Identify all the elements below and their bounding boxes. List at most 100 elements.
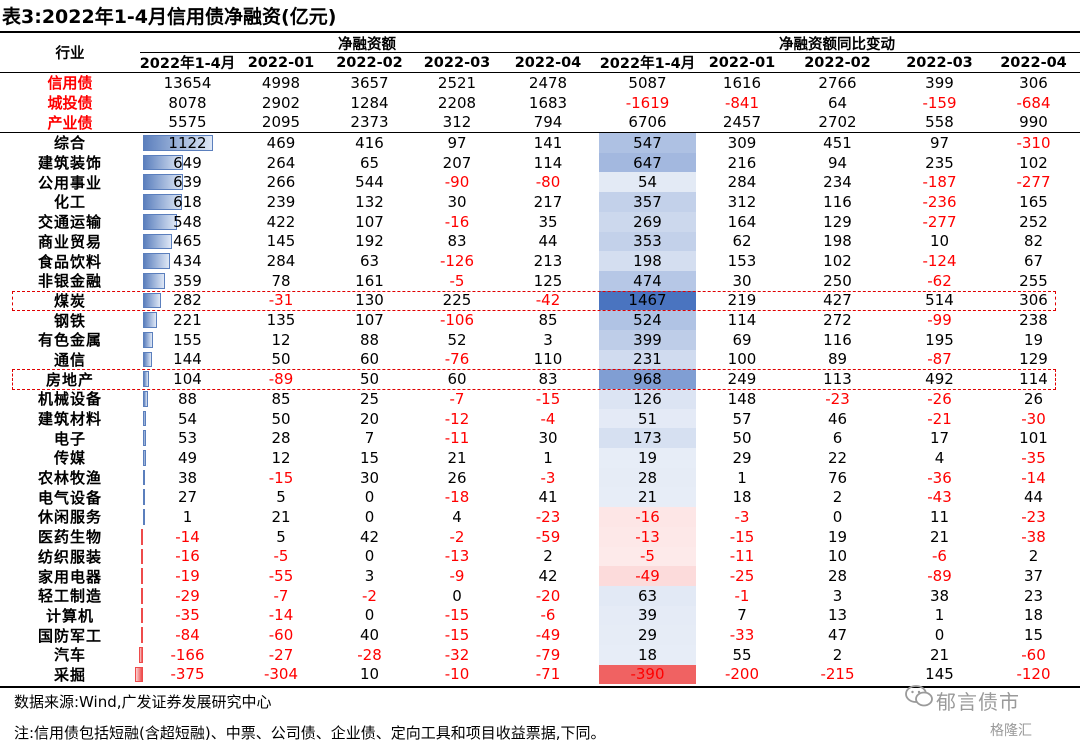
- value-cell: 15: [327, 448, 412, 468]
- value-text: 1: [737, 468, 747, 487]
- row-label: 食品饮料: [37, 252, 102, 271]
- value-text: 101: [1019, 429, 1048, 448]
- value-text: 15: [1023, 626, 1044, 645]
- value-cell: -42: [502, 291, 594, 311]
- value-cell: 104: [140, 369, 235, 389]
- value-text: 85: [538, 311, 558, 330]
- value-cell: -31: [235, 291, 327, 311]
- title-rule: [0, 31, 1080, 33]
- row-label: 纺织服装: [37, 547, 102, 566]
- value-cell: 148: [701, 389, 783, 409]
- value-cell: 306: [987, 291, 1080, 311]
- value-cell: 19: [987, 330, 1080, 350]
- value-text: 144: [173, 350, 202, 369]
- summary-row: 信用债 13654 4998 3657 2521 2478 5087 1616 2766 399 3…: [0, 73, 1080, 93]
- value-cell: 57: [701, 409, 783, 429]
- value-cell: -16: [594, 507, 701, 527]
- heat-fill: [599, 251, 696, 271]
- value-text: 54: [637, 173, 658, 192]
- value-cell: 1616: [701, 73, 783, 93]
- value-cell: 544: [327, 172, 412, 192]
- value-cell: 29: [594, 625, 701, 645]
- value-cell: 94: [783, 153, 892, 173]
- value-text: -28: [357, 645, 382, 664]
- value-text: 231: [633, 350, 662, 369]
- value-cell: -33: [701, 625, 783, 645]
- value-text: 264: [266, 153, 296, 172]
- data-bar: [143, 312, 157, 328]
- value-cell: -124: [892, 251, 987, 271]
- value-text: 269: [633, 212, 662, 231]
- value-text: 97: [447, 133, 467, 152]
- value-text: 7: [737, 606, 747, 625]
- value-cell: 67: [987, 251, 1080, 271]
- value-cell: -20: [502, 586, 594, 606]
- value-cell: 8078: [140, 93, 235, 113]
- value-text: -55: [268, 567, 294, 586]
- source-note: 数据来源:Wind,广发证券发展研究中心: [14, 693, 272, 711]
- value-cell: 44: [987, 487, 1080, 507]
- value-cell: -310: [987, 133, 1080, 153]
- value-text: 0: [364, 547, 375, 566]
- value-cell: -89: [235, 369, 327, 389]
- value-cell: -26: [892, 389, 987, 409]
- value-text: 2: [1028, 547, 1039, 566]
- value-text: 88: [359, 330, 380, 349]
- value-cell: 130: [327, 291, 412, 311]
- data-bar: [143, 489, 145, 506]
- value-cell: -23: [783, 389, 892, 409]
- industry-row: 家用电器 -19 -55 3 -9 42 -49 -25 28 -89 37: [0, 566, 1080, 586]
- value-text: 249: [727, 370, 757, 389]
- value-cell: -16: [412, 212, 502, 232]
- value-text: 102: [823, 252, 852, 271]
- value-text: 129: [823, 212, 852, 231]
- value-text: -87: [927, 350, 952, 369]
- value-cell: 269: [594, 211, 701, 232]
- value-cell: -1619: [594, 93, 701, 113]
- watermark: 郁言债市 格隆汇: [902, 678, 1074, 744]
- value-cell: -14: [987, 468, 1080, 488]
- data-bar: [143, 135, 213, 151]
- value-cell: 5: [235, 487, 327, 507]
- value-text: 46: [827, 409, 848, 428]
- value-cell: 794: [502, 112, 594, 132]
- value-text: 21: [929, 527, 950, 546]
- value-cell: 60: [412, 369, 502, 389]
- value-text: 116: [823, 192, 852, 211]
- value-cell: 89: [783, 350, 892, 370]
- value-text: -304: [263, 665, 299, 684]
- value-cell: -15: [412, 606, 502, 626]
- value-cell: 135: [235, 310, 327, 330]
- value-text: 6: [832, 429, 843, 448]
- value-text: 38: [929, 586, 950, 605]
- value-text: -26: [927, 389, 952, 408]
- value-cell: 282: [140, 291, 235, 311]
- value-text: -76: [444, 350, 470, 369]
- value-text: -10: [444, 665, 470, 684]
- value-cell: -5: [412, 271, 502, 291]
- value-cell: -29: [140, 586, 235, 606]
- value-text: 173: [633, 429, 662, 448]
- value-text: 359: [173, 271, 202, 290]
- value-cell: 69: [701, 330, 783, 350]
- value-cell: -9: [412, 566, 502, 586]
- value-text: 141: [533, 133, 563, 152]
- value-text: 0: [832, 507, 843, 526]
- value-text: -841: [724, 93, 760, 112]
- value-text: -124: [922, 252, 957, 271]
- value-cell: 144: [140, 350, 235, 370]
- value-text: 148: [727, 389, 757, 408]
- data-bar: [143, 331, 153, 348]
- row-label: 医药生物: [37, 528, 102, 547]
- value-cell: 618: [140, 192, 235, 212]
- value-cell: 129: [987, 350, 1080, 370]
- value-cell: 12: [235, 448, 327, 468]
- value-cell: 422: [235, 212, 327, 232]
- value-text: 794: [533, 113, 563, 132]
- value-text: 50: [271, 409, 291, 428]
- value-cell: 10: [892, 232, 987, 252]
- value-text: 30: [538, 429, 558, 448]
- value-text: 399: [925, 73, 954, 92]
- value-text: 55: [732, 645, 752, 664]
- value-cell: -79: [502, 645, 594, 665]
